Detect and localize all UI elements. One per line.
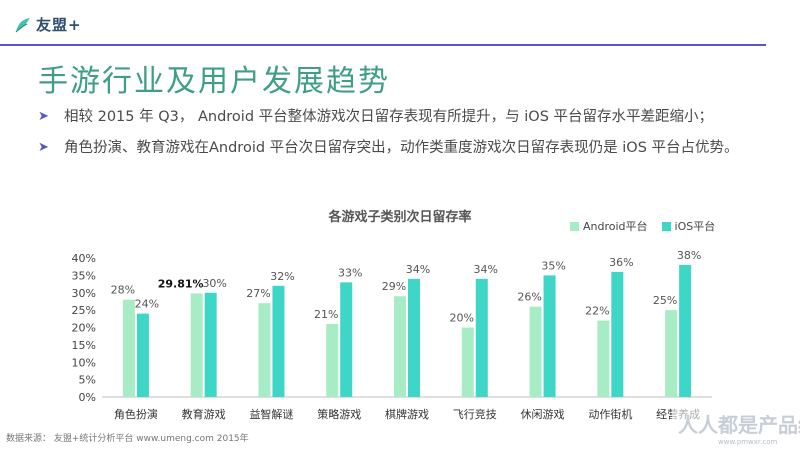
bar-android: [461, 327, 474, 397]
data-label-ios: 24%: [135, 298, 159, 311]
bar-android: [326, 324, 339, 397]
bar-ios: [340, 282, 353, 397]
data-label-ios: 34%: [474, 263, 498, 276]
bar-ios: [408, 278, 420, 397]
logo: 友盟+: [14, 14, 82, 35]
bullet-arrow-icon: ➤: [38, 140, 49, 155]
page-title: 手游行业及用户发展趋势: [38, 64, 390, 99]
legend-item-android: Android平台: [570, 218, 648, 234]
data-label-ios: 34%: [406, 263, 430, 276]
legend-label-ios: iOS平台: [674, 220, 716, 233]
bullet-text: 角色扮演、教育游戏在Android 平台次日留存突出，动作类重度游戏次日留存表现…: [64, 140, 739, 156]
bar-ios: [204, 292, 217, 397]
bar-ios: [543, 275, 556, 397]
bar-android: [597, 320, 610, 397]
bar-android: [394, 296, 406, 397]
x-tick-label: 教育游戏: [182, 407, 226, 421]
data-label-ios: 38%: [677, 249, 701, 262]
chart-title: 各游戏子类别次日留存率: [328, 210, 472, 225]
y-tick-label: 25%: [72, 304, 96, 317]
legend-swatch-ios: [661, 221, 671, 231]
bar-ios: [475, 278, 488, 397]
watermark-brand: 人人都是产品经理: [678, 413, 800, 437]
y-tick-label: 15%: [72, 339, 96, 352]
x-tick-label: 益智解谜: [249, 407, 293, 421]
y-tick-label: 40%: [72, 252, 96, 265]
legend-swatch-android: [570, 221, 579, 231]
x-tick-label: 棋牌游戏: [385, 407, 429, 421]
bar-ios: [136, 313, 149, 397]
bullet-item: ➤ 角色扮演、教育游戏在Android 平台次日留存突出，动作类重度游戏次日留存…: [38, 137, 778, 159]
logo-text: 友盟+: [36, 16, 82, 34]
data-label-android: 21%: [314, 308, 338, 321]
y-tick-label: 5%: [79, 374, 96, 387]
x-tick-label: 角色扮演: [114, 407, 158, 421]
data-label-android: 27%: [246, 287, 270, 300]
y-tick-label: 0%: [79, 391, 96, 404]
y-tick-label: 30%: [72, 287, 96, 300]
x-tick-label: 休闲游戏: [521, 407, 565, 421]
bar-ios: [611, 271, 624, 397]
bar-android: [665, 310, 678, 397]
data-label-android: 28%: [111, 284, 135, 297]
bar-android: [529, 306, 542, 397]
bar-android: [122, 299, 135, 397]
bullet-arrow-icon: ➤: [38, 109, 49, 124]
data-label-ios: 36%: [609, 256, 633, 269]
y-tick-label: 35%: [72, 269, 96, 282]
data-label-android: 29%: [382, 280, 406, 293]
data-source-footer: 数据来源： 友盟+统计分析平台 www.umeng.com 2015年: [6, 434, 249, 444]
watermark-logo: 人人都是产品经理 www.pmwxr.com: [672, 404, 800, 449]
y-tick-label: 20%: [72, 322, 96, 335]
data-label-android: 22%: [585, 305, 609, 318]
x-tick-label: 策略游戏: [317, 407, 361, 421]
bar-ios: [679, 264, 692, 397]
bullet-item: ➤ 相较 2015 年 Q3， Android 平台整体游戏次日留存表现有所提升…: [38, 106, 778, 128]
data-label-ios: 35%: [541, 259, 565, 272]
legend-label-android: Android平台: [583, 220, 648, 233]
bar-ios: [272, 285, 285, 397]
umeng-leaf-icon: [15, 17, 30, 32]
legend-item-ios: iOS平台: [661, 218, 716, 234]
y-tick-label: 10%: [72, 356, 96, 369]
watermark-url: www.pmwxr.com: [718, 438, 777, 446]
bar-android: [258, 303, 271, 397]
data-label-ios: 33%: [338, 266, 362, 279]
bar-android: [190, 293, 203, 397]
data-label-android: 20%: [450, 312, 474, 325]
data-label-android: 25%: [653, 294, 677, 307]
data-label-ios: 30%: [202, 277, 226, 290]
x-tick-label: 动作街机: [588, 407, 632, 421]
x-tick-label: 飞行竞技: [453, 407, 497, 421]
bullet-text: 相较 2015 年 Q3， Android 平台整体游戏次日留存表现有所提升，与…: [64, 109, 714, 125]
chart-legend: Android平台 iOS平台: [570, 218, 715, 234]
header-divider: [0, 44, 766, 46]
data-label-android: 26%: [517, 291, 541, 304]
data-label-android: 29.81%: [158, 277, 204, 290]
data-label-ios: 32%: [270, 270, 294, 283]
